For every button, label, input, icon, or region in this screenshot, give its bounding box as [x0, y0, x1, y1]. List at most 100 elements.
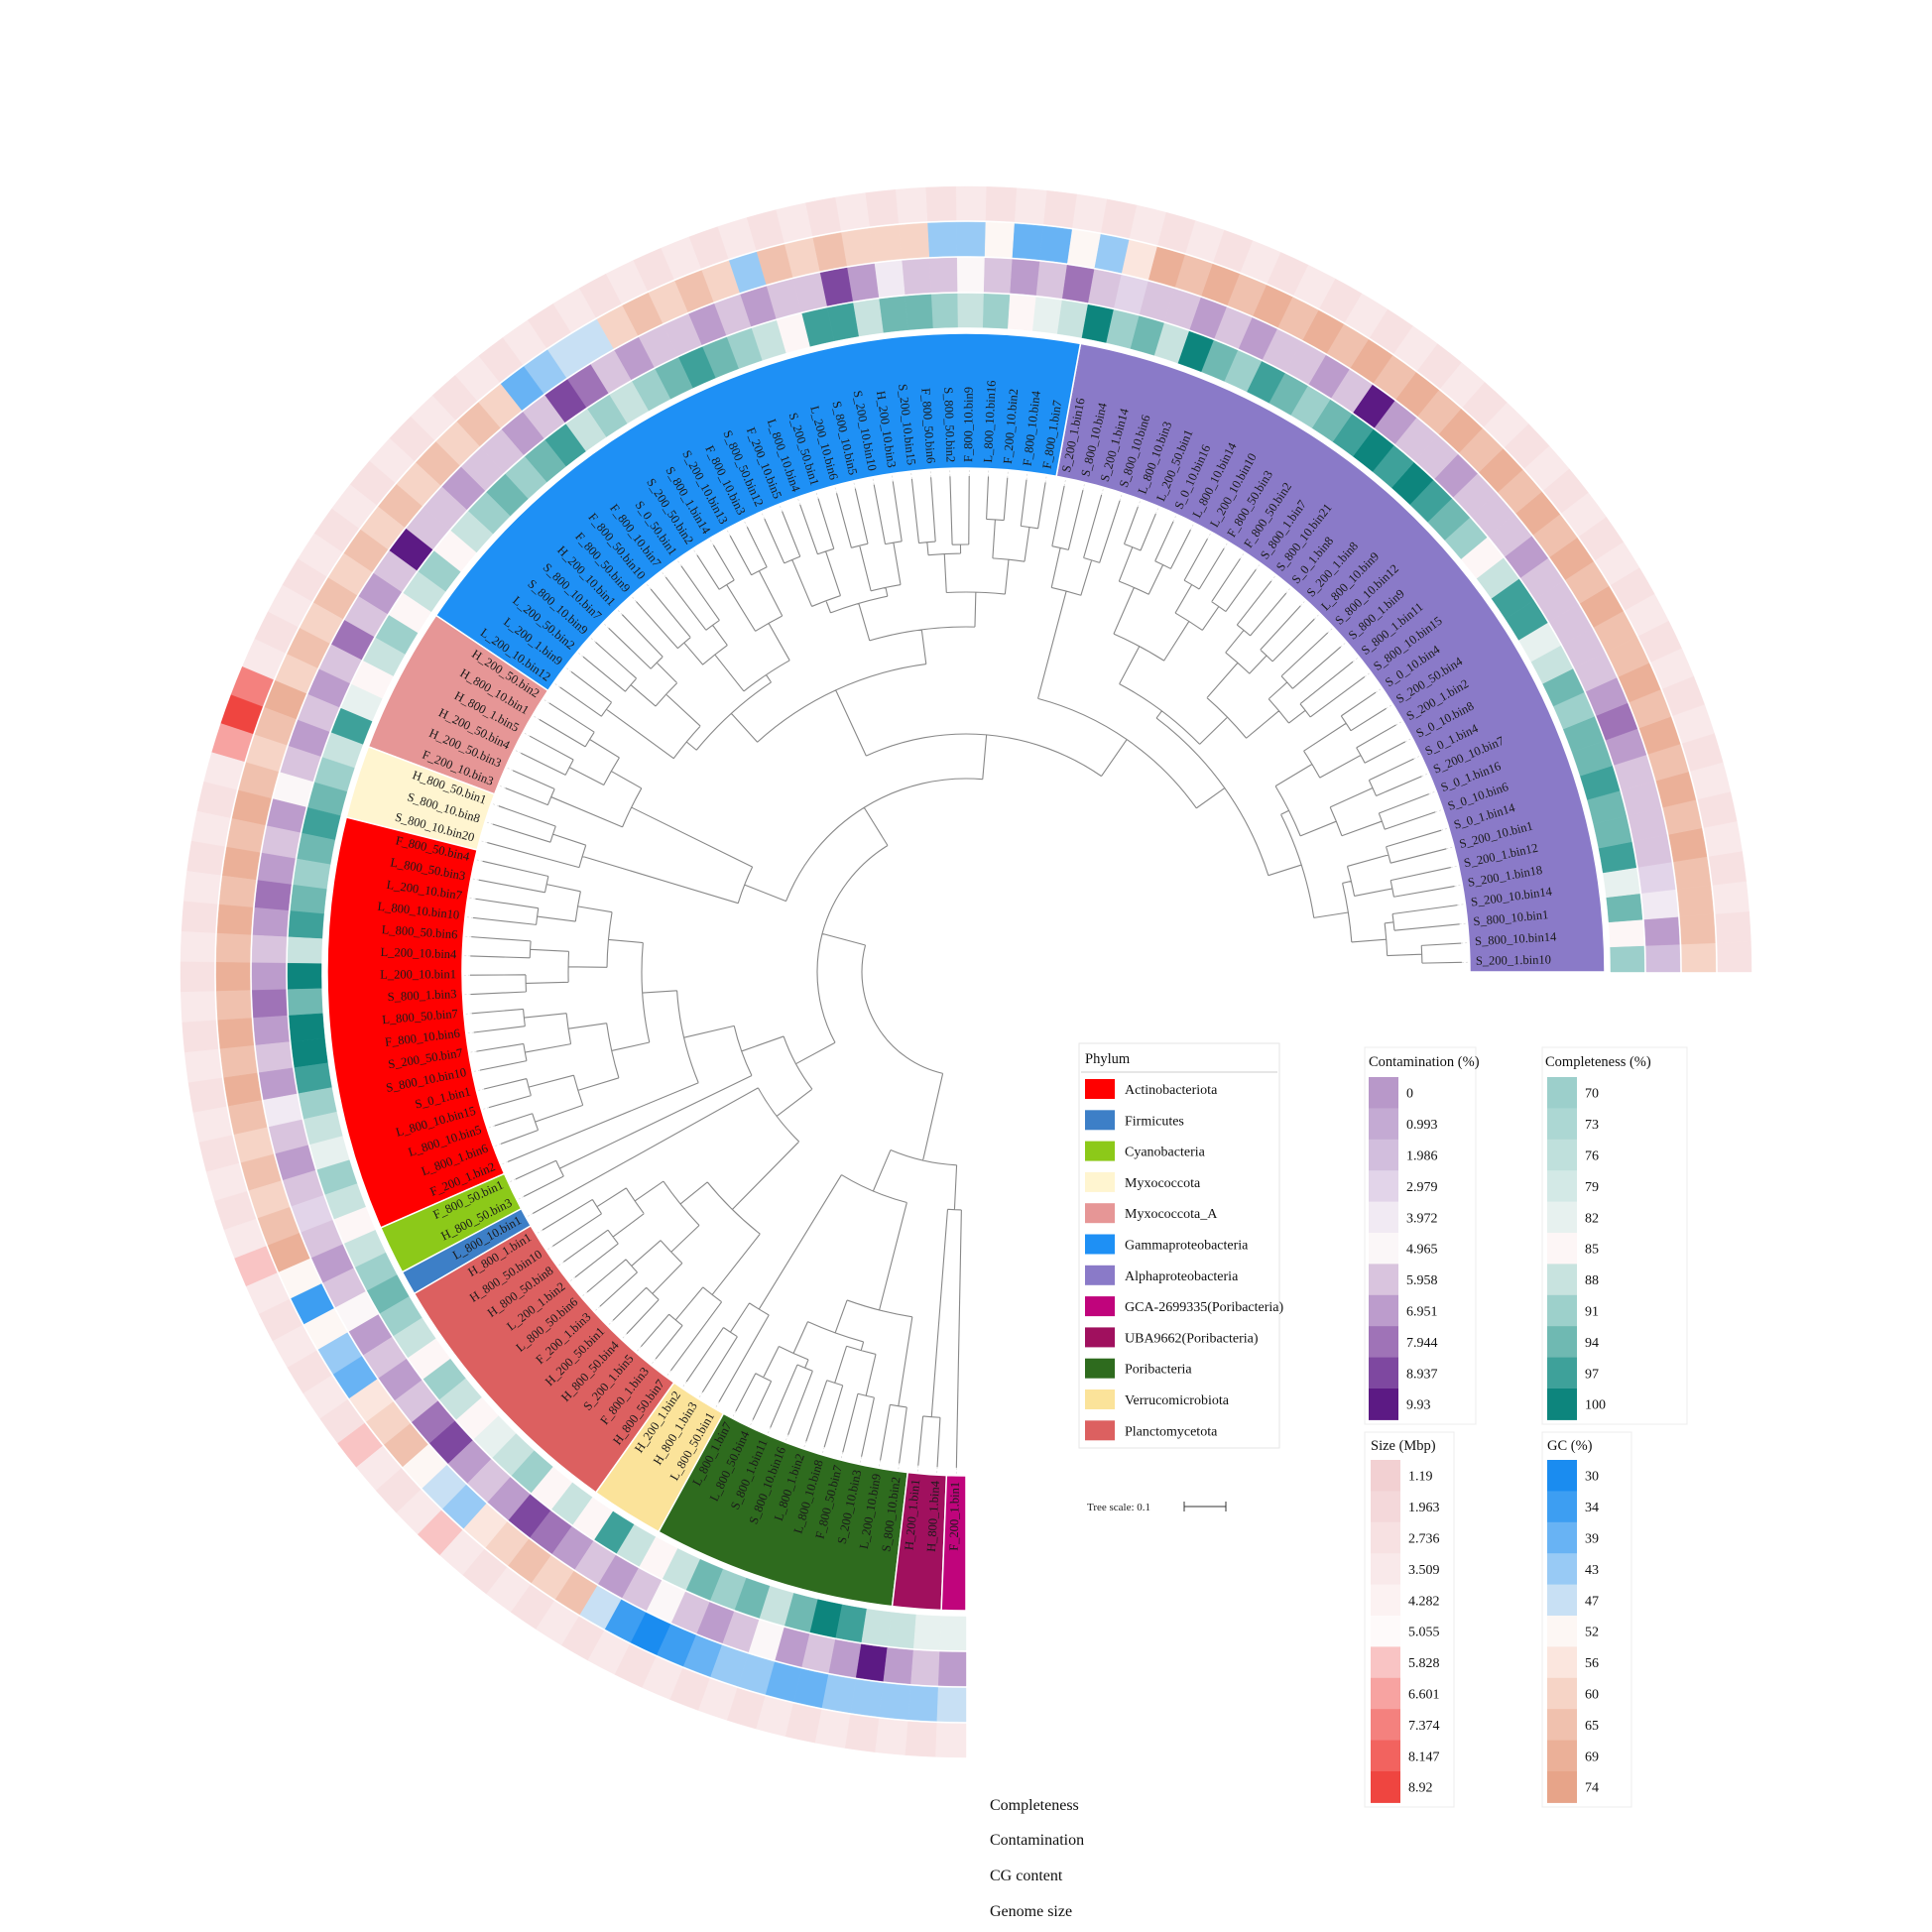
heatmap-cell-comp: [912, 1614, 942, 1650]
heatmap-cell-cont: [1035, 261, 1067, 300]
heatmap-cell-size: [935, 1723, 967, 1758]
heatmap-cell-cont: [937, 1651, 967, 1687]
size-legend-value: 5.055: [1408, 1626, 1440, 1640]
gc-legend-title: GC (%): [1547, 1438, 1593, 1454]
leaf-guide-line: [891, 473, 894, 482]
gc-legend-swatch: [1547, 1521, 1577, 1554]
heatmap-cell-comp: [288, 988, 323, 1017]
gc-legend-swatch: [1547, 1677, 1577, 1710]
leaf-guide-line: [761, 511, 766, 520]
leaf-guide-line: [1327, 627, 1334, 634]
heatmap-cell-size: [1708, 850, 1747, 886]
leaf-guide-line: [536, 1229, 543, 1235]
gc-legend-value: 74: [1585, 1781, 1599, 1796]
phylum-legend-label: UBA9662(Poribacteria): [1125, 1331, 1259, 1346]
leaf-guide-line: [467, 897, 476, 900]
leaf-guide-line: [1285, 586, 1292, 594]
leaf-guide-line: [1450, 865, 1459, 868]
leaf-guide-line: [916, 1465, 919, 1474]
phylum-legend-label: Firmicutes: [1125, 1114, 1184, 1129]
leaf-guide-line: [498, 785, 506, 788]
leaf-guide-line: [1352, 656, 1360, 663]
heatmap-cell-cont: [901, 258, 931, 296]
heatmap-cell-cont: [251, 962, 287, 991]
contamination-legend-swatch: [1369, 1357, 1398, 1389]
heatmap-cell-cont: [855, 1643, 888, 1682]
size-legend-swatch: [1371, 1709, 1400, 1742]
leaf-guide-line: [1240, 551, 1246, 559]
leaf-guide-line: [834, 485, 837, 494]
leaf-label: F_800_10.bin9: [961, 387, 975, 462]
leaf-guide-line: [1190, 522, 1195, 531]
completeness-legend-value: 76: [1585, 1149, 1599, 1164]
heatmap-cell-gc: [222, 846, 261, 881]
leaf-guide-line: [1395, 720, 1403, 726]
phylum-legend-label: Cyanobacteria: [1125, 1146, 1206, 1160]
heatmap-cell-gc: [1012, 223, 1043, 261]
heatmap-cell-gc: [215, 932, 252, 963]
contamination-legend-swatch: [1369, 1264, 1398, 1296]
leaf-guide-line: [500, 1161, 509, 1165]
contamination-legend-value: 7.944: [1406, 1336, 1438, 1351]
phylum-legend-swatch: [1085, 1079, 1115, 1099]
leaf-guide-line: [1155, 506, 1159, 515]
heatmap-cell-comp: [289, 1013, 325, 1042]
phylum-legend: Phylum Actinobacteriota Firmicutes Cyanoba…: [1078, 1042, 1284, 1449]
leaf-guide-line: [785, 1434, 788, 1443]
phylum-legend-swatch: [1085, 1141, 1115, 1161]
phylum-color-strip: [326, 332, 1606, 1612]
heatmap-cell-comp: [887, 1612, 917, 1649]
heatmap-cell-size: [1042, 189, 1078, 228]
contamination-legend-value: 3.972: [1406, 1211, 1438, 1226]
completeness-legend-swatch: [1547, 1264, 1577, 1296]
heatmap-cell-cont: [1643, 916, 1680, 946]
heatmap-cell-size: [180, 961, 215, 993]
phylum-legend-swatch: [1085, 1358, 1115, 1379]
size-legend-value: 7.374: [1408, 1719, 1440, 1734]
heatmap-cell-cont: [883, 1647, 914, 1685]
size-legend-swatch: [1371, 1616, 1400, 1647]
heatmap-cell-comp: [956, 293, 984, 328]
leaf-guide-line: [665, 1370, 671, 1378]
phylum-legend-label: Myxococcota_A: [1125, 1207, 1218, 1222]
heatmap-cell-gc: [907, 1685, 939, 1722]
heatmap-cell-comp: [287, 962, 322, 990]
heatmap-cell-cont: [254, 880, 292, 911]
heatmap-cell-gc: [1679, 913, 1716, 945]
completeness-legend-swatch: [1547, 1201, 1577, 1234]
gc-legend-swatch: [1547, 1584, 1577, 1617]
leaf-label: H_800_1.bin4: [924, 1480, 942, 1552]
tree-scale-label: Tree scale: 0.1: [1087, 1502, 1150, 1513]
leaf-label: L_800_50.bin7: [382, 1007, 459, 1026]
contamination-legend-swatch: [1369, 1294, 1398, 1327]
heatmap-cell-size: [183, 1048, 222, 1084]
leaf-guide-line: [1082, 482, 1086, 491]
gc-legend-value: 47: [1585, 1594, 1599, 1609]
leaf-guide-line: [1428, 790, 1437, 794]
ring-label-gc-content: CG content: [990, 1868, 1063, 1884]
phylum-legend-swatch: [1085, 1203, 1115, 1224]
leaf-guide-line: [1386, 703, 1393, 709]
completeness-legend-value: 85: [1585, 1243, 1599, 1258]
heatmap-cell-comp: [861, 1609, 893, 1646]
heatmap-cell-gc: [869, 224, 903, 263]
heatmap-cell-cont: [1009, 259, 1040, 296]
contamination-legend-value: 4.965: [1406, 1243, 1438, 1258]
heatmap-cell-size: [955, 185, 987, 221]
heatmap-cell-gc: [217, 1018, 255, 1049]
leaf-guide-line: [514, 749, 522, 754]
tree-scale-bar: Tree scale: 0.1: [1087, 1502, 1227, 1513]
heatmap-cell-comp: [930, 293, 958, 329]
leaf-guide-line: [472, 1069, 480, 1073]
leaf-guide-line: [767, 1427, 772, 1435]
heatmap-cell-size: [186, 840, 225, 876]
contamination-legend: Contamination (%) 0 0.993 1.986 2.979 3.972 4…: [1364, 1046, 1480, 1425]
completeness-legend-value: 88: [1585, 1273, 1599, 1288]
contamination-legend-value: 9.93: [1406, 1398, 1431, 1413]
heatmap-cell-gc: [956, 221, 986, 257]
leaf-guide-line: [1101, 487, 1105, 496]
heatmap-cell-gc: [926, 221, 957, 258]
leaf-guide-line: [853, 480, 856, 489]
heatmap-rings: [180, 185, 1752, 1758]
